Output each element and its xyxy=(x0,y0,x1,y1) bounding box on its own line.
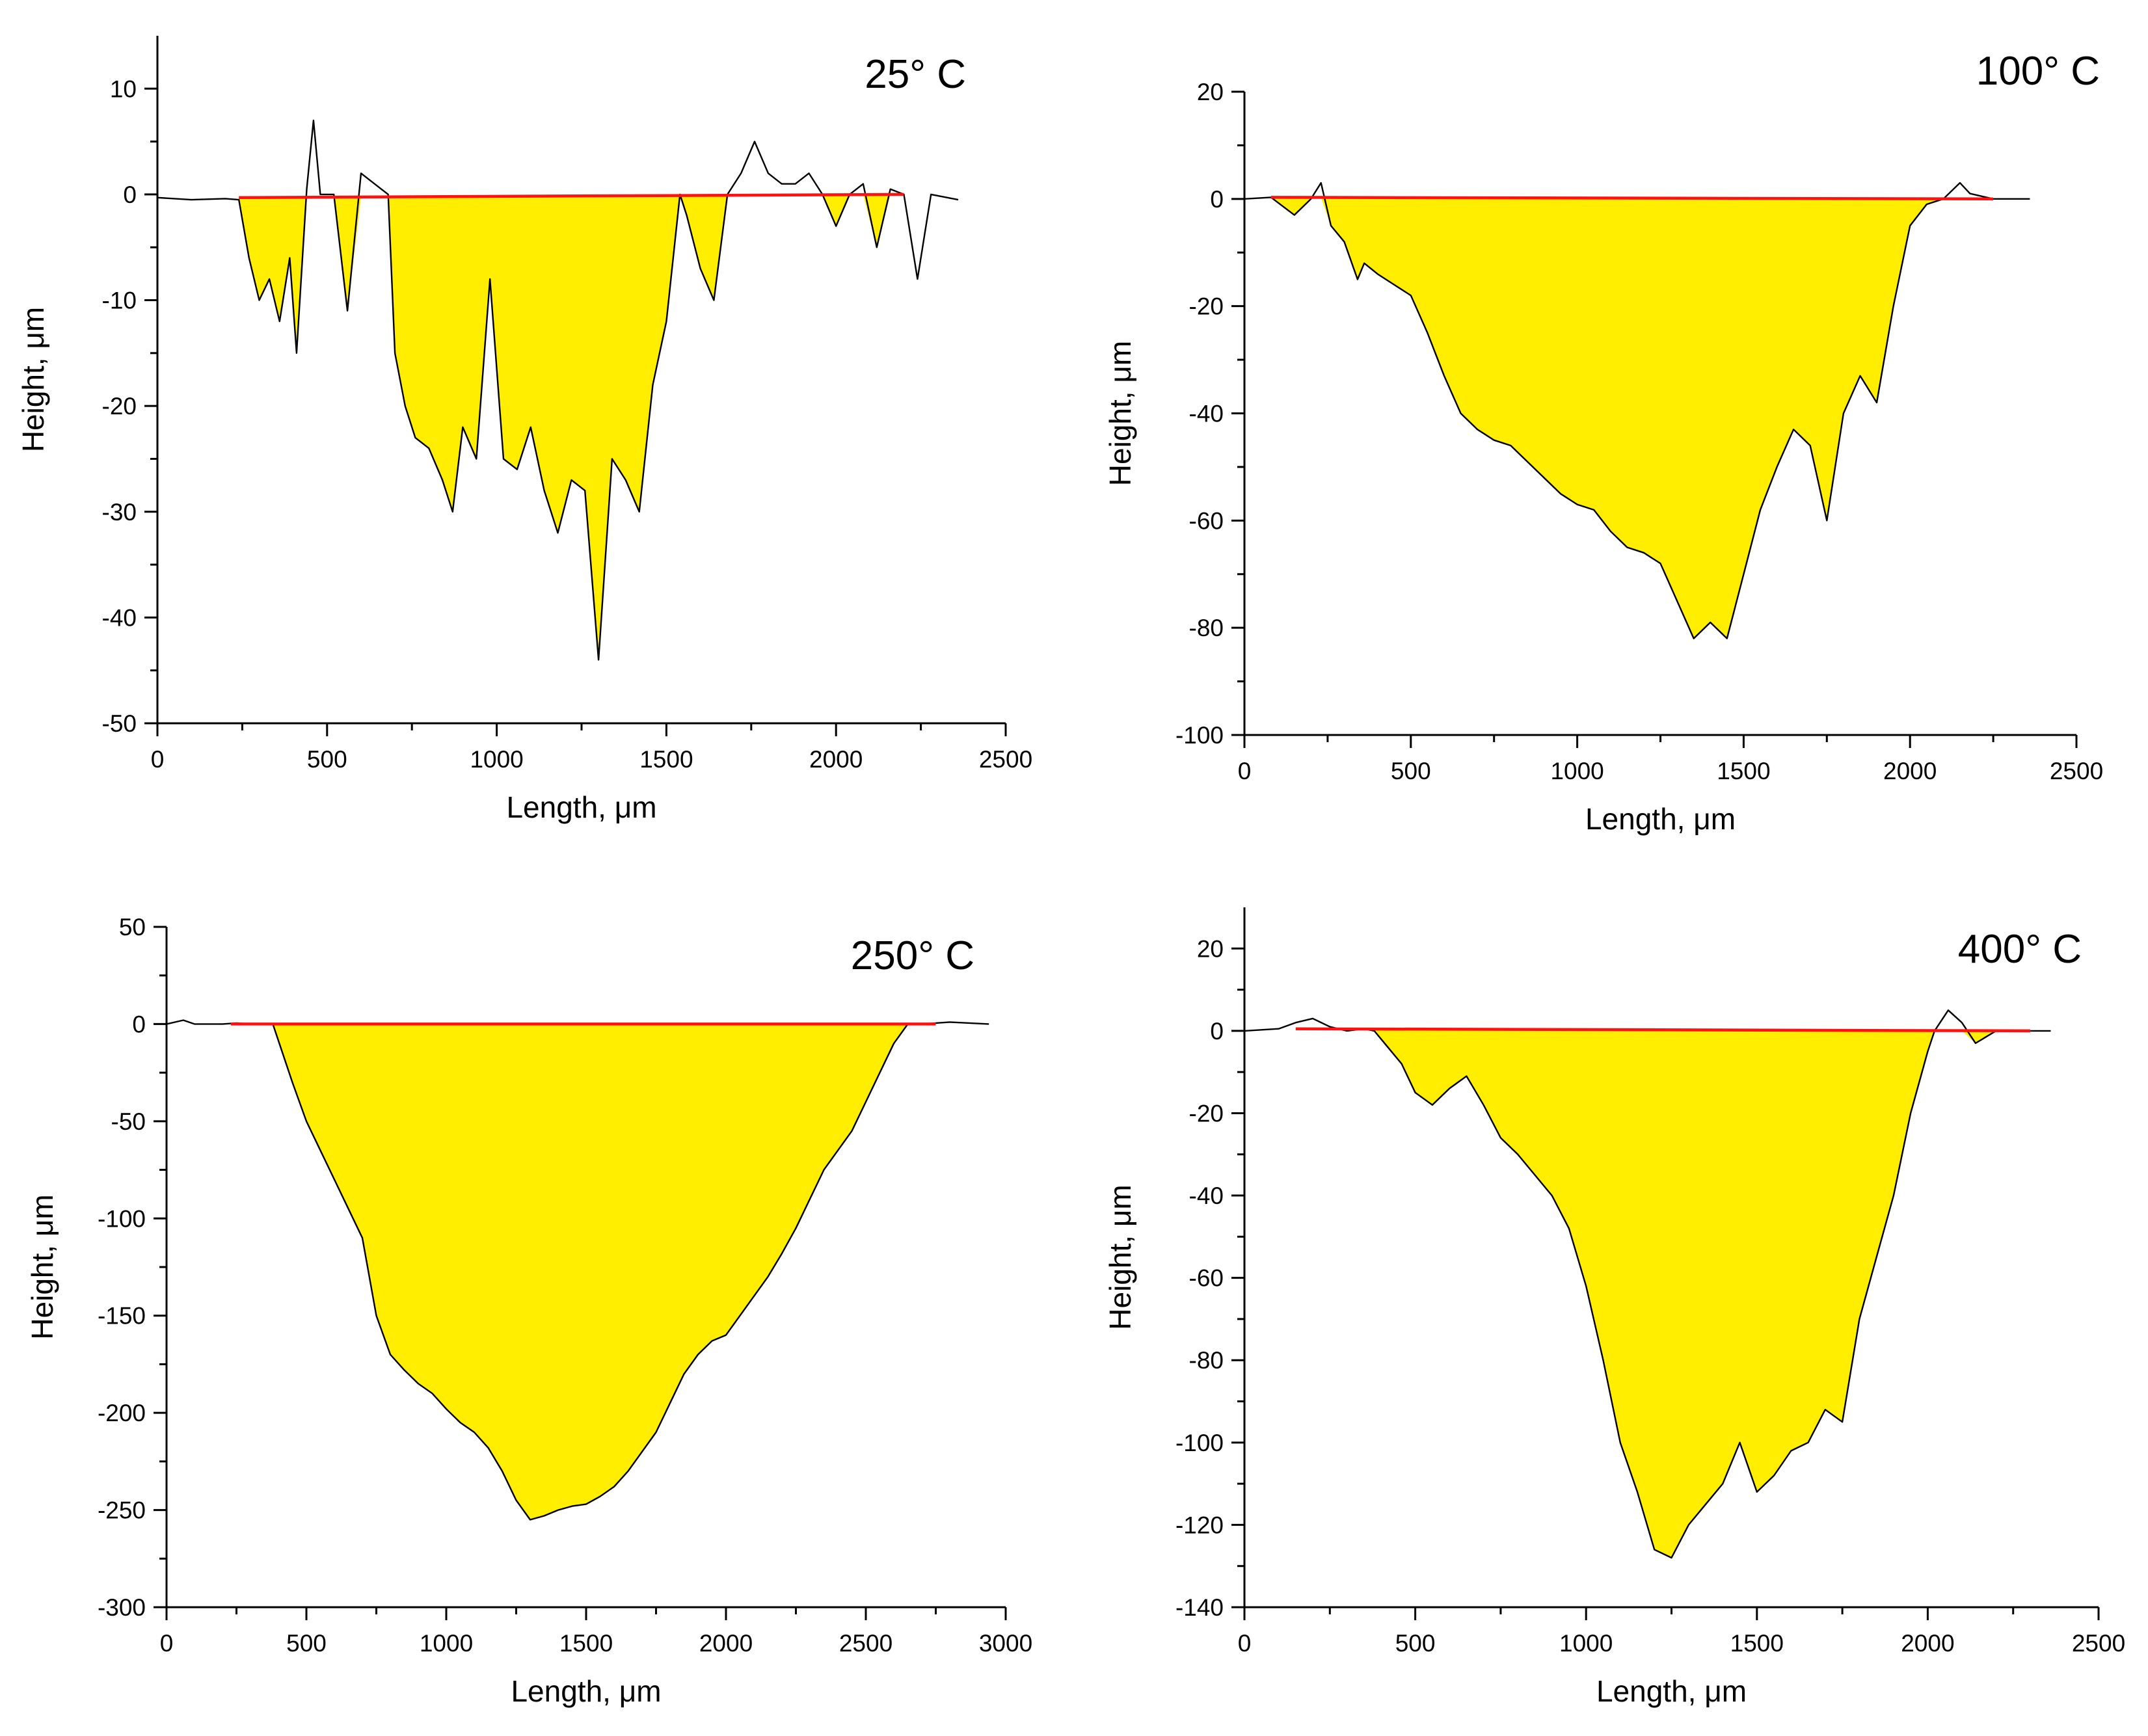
y-tick-label: -100 xyxy=(1175,722,1224,749)
x-tick-label: 2500 xyxy=(2072,1630,2125,1657)
crater-fill-area xyxy=(239,194,904,660)
x-tick-label: 0 xyxy=(151,746,165,773)
y-tick-label: -30 xyxy=(102,499,137,526)
x-axis-label: Length, μm xyxy=(1585,802,1736,836)
y-tick-label: -200 xyxy=(98,1400,146,1426)
y-tick-label: 0 xyxy=(1210,186,1224,213)
x-tick-label: 0 xyxy=(1238,1630,1252,1657)
y-tick-label: 20 xyxy=(1197,79,1224,105)
temperature-label: 100° C xyxy=(1976,49,2100,94)
profile-line xyxy=(157,119,959,661)
x-tick-label: 1000 xyxy=(1559,1630,1613,1657)
profile-line xyxy=(1244,181,2030,639)
y-axis-label: Height, μm xyxy=(16,307,50,452)
temperature-label: 250° C xyxy=(851,933,974,978)
y-tick-label: -250 xyxy=(98,1497,146,1524)
panel-25c: 0 500 1000 1500 2000 2500 10 0 -10 -20 -30 -40 -50 Le… xyxy=(16,36,1032,824)
y-tick-label: -300 xyxy=(98,1594,146,1621)
x-tick-label: 2500 xyxy=(979,746,1032,773)
y-tick-label: -60 xyxy=(1189,1265,1224,1292)
y-tick-label: 0 xyxy=(123,181,137,208)
x-tick-label: 1000 xyxy=(1550,758,1604,784)
y-axis-label: Height, μm xyxy=(1103,1184,1137,1329)
reference-line xyxy=(1270,196,1994,201)
y-tick-label: 10 xyxy=(110,75,137,102)
x-tick-label: 500 xyxy=(307,746,347,773)
y-tick-label: 50 xyxy=(119,914,146,941)
x-tick-label: 1500 xyxy=(639,746,693,773)
y-tick-label: 0 xyxy=(1210,1018,1224,1045)
y-tick-label: -100 xyxy=(98,1205,146,1232)
x-tick-label: 2000 xyxy=(809,746,863,773)
y-tick-label: -40 xyxy=(1189,401,1224,427)
crater-fill-area xyxy=(230,1024,936,1520)
x-tick-label: 1000 xyxy=(470,746,523,773)
x-tick-label: 1000 xyxy=(420,1630,473,1657)
y-tick-label: -10 xyxy=(102,287,137,314)
y-tick-label: 0 xyxy=(132,1011,146,1037)
reference-line xyxy=(1295,1027,2030,1033)
crater-fill-area xyxy=(1295,1028,2030,1558)
x-tick-label: 2000 xyxy=(1901,1630,1954,1657)
y-tick-label: -80 xyxy=(1189,615,1224,641)
y-tick-label: -50 xyxy=(111,1108,146,1135)
y-axis-label: Height, μm xyxy=(1103,341,1137,486)
profile-line xyxy=(166,1019,989,1521)
y-tick-label: -60 xyxy=(1189,507,1224,534)
y-axis-label: Height, μm xyxy=(25,1194,59,1339)
y-tick-label: -40 xyxy=(1189,1182,1224,1209)
temperature-label: 25° C xyxy=(865,52,966,97)
x-tick-label: 0 xyxy=(1238,758,1252,784)
y-tick-label: 20 xyxy=(1197,935,1224,962)
x-tick-label: 500 xyxy=(1395,1630,1436,1657)
temperature-label: 400° C xyxy=(1958,927,2082,972)
y-tick-label: -20 xyxy=(1189,293,1224,320)
x-tick-label: 1500 xyxy=(1717,758,1770,784)
y-tick-label: -40 xyxy=(102,604,137,631)
reference-line xyxy=(239,193,904,200)
panel-250c: 0 500 1000 1500 2000 2500 3000500-50-100-150-2… xyxy=(25,914,1032,1708)
y-tick-label: -50 xyxy=(102,710,137,737)
y-tick-label: -80 xyxy=(1189,1347,1224,1374)
x-tick-label: 0 xyxy=(160,1630,174,1657)
y-tick-label: -20 xyxy=(102,393,137,420)
x-tick-label: 3000 xyxy=(979,1630,1032,1657)
y-tick-label: -100 xyxy=(1175,1430,1224,1456)
x-axis-label: Length, μm xyxy=(511,1674,661,1708)
x-tick-label: 2000 xyxy=(1883,758,1937,784)
x-tick-label: 500 xyxy=(286,1630,327,1657)
y-tick-label: -120 xyxy=(1175,1512,1224,1538)
x-tick-label: 2000 xyxy=(699,1630,753,1657)
x-axis-label: Length, μm xyxy=(506,790,656,824)
panel-100c: 0 500 1000 1500 2000 2500 20 0 -20 -40 -60 -80 -100 L… xyxy=(1103,49,2103,836)
profile-line xyxy=(1244,1009,2051,1559)
x-tick-label: 500 xyxy=(1391,758,1431,784)
x-axis-label: Length, μm xyxy=(1596,1674,1747,1708)
panel-400c: 0 500 1000 1500 2000 2500 20 0 -20 -40 -60 -80 -100 -… xyxy=(1103,907,2125,1708)
x-tick-label: 1500 xyxy=(559,1630,613,1657)
x-tick-label: 2500 xyxy=(2050,758,2103,784)
y-tick-label: -20 xyxy=(1189,1100,1224,1127)
x-tick-label: 2500 xyxy=(839,1630,893,1657)
y-tick-label: -140 xyxy=(1175,1594,1224,1621)
crater-fill-area xyxy=(1270,197,1994,639)
y-tick-label: -150 xyxy=(98,1303,146,1329)
x-tick-label: 1500 xyxy=(1730,1630,1784,1657)
